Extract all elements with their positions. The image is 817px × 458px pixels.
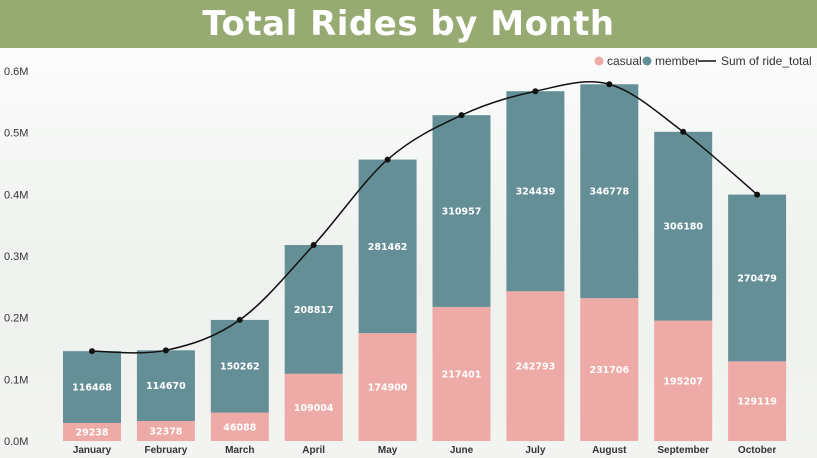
y-tick-label: 0.1M bbox=[4, 374, 28, 386]
data-label-member: 114670 bbox=[146, 381, 186, 392]
data-label-member: 150262 bbox=[220, 362, 260, 373]
y-tick-label: 0.5M bbox=[4, 128, 28, 140]
title-bar: Total Rides by Month bbox=[0, 0, 817, 48]
legend-swatch-casual bbox=[594, 56, 604, 66]
y-axis: 0.0M 0.1M 0.2M 0.3M 0.4M 0.5M 0.6M bbox=[4, 66, 28, 448]
total-line-point bbox=[606, 81, 613, 88]
bar-member bbox=[432, 115, 491, 307]
x-axis: January February March April May June July Augu… bbox=[73, 445, 777, 456]
data-label-casual: 29238 bbox=[75, 427, 108, 438]
data-label-casual: 231706 bbox=[589, 365, 629, 376]
bar-member bbox=[136, 350, 195, 422]
data-label-casual: 217401 bbox=[442, 369, 482, 380]
legend-label-line: Sum of ride_total bbox=[721, 54, 812, 68]
legend-label-casual: casual bbox=[607, 54, 642, 68]
total-line-point bbox=[458, 112, 465, 119]
data-label-member: 306180 bbox=[663, 222, 703, 233]
data-labels: 29238 116468 32378 114670 46088 150262 109004 2… bbox=[72, 187, 777, 439]
total-line-point bbox=[310, 242, 317, 249]
data-label-casual: 32378 bbox=[149, 427, 182, 438]
data-label-member: 346778 bbox=[589, 187, 629, 198]
total-line-point bbox=[162, 347, 169, 354]
legend-label-member: member bbox=[655, 54, 699, 68]
y-tick-label: 0.0M bbox=[4, 436, 28, 448]
data-label-casual: 129119 bbox=[737, 397, 777, 408]
chart-title: Total Rides by Month bbox=[202, 4, 615, 44]
data-label-casual: 109004 bbox=[294, 403, 334, 414]
data-label-casual: 242793 bbox=[516, 362, 556, 373]
x-tick-label: September bbox=[657, 445, 709, 456]
data-label-casual: 195207 bbox=[663, 376, 703, 387]
data-label-member: 310957 bbox=[442, 207, 482, 218]
x-tick-label: April bbox=[302, 445, 325, 456]
total-line-point bbox=[384, 156, 391, 163]
x-tick-label: October bbox=[738, 445, 776, 456]
bar-member bbox=[210, 319, 269, 413]
bar-casual bbox=[358, 333, 417, 441]
bar-casual bbox=[432, 306, 491, 441]
x-tick-label: June bbox=[450, 445, 474, 456]
bar-casual bbox=[506, 291, 565, 441]
data-label-casual: 46088 bbox=[223, 422, 256, 433]
y-tick-label: 0.3M bbox=[4, 251, 28, 263]
legend: casual member Sum of ride_total bbox=[594, 54, 812, 68]
x-tick-label: February bbox=[145, 445, 188, 456]
legend-swatch-member bbox=[642, 56, 652, 66]
y-tick-label: 0.2M bbox=[4, 313, 28, 325]
bar-member bbox=[358, 159, 417, 334]
total-line-path bbox=[91, 81, 758, 354]
total-line-point bbox=[236, 316, 243, 323]
data-label-member: 116468 bbox=[72, 383, 112, 394]
bar-member bbox=[506, 91, 565, 292]
x-tick-label: March bbox=[225, 445, 254, 456]
x-tick-label: May bbox=[378, 445, 398, 456]
data-label-casual: 174900 bbox=[368, 383, 408, 394]
bar-member bbox=[580, 84, 639, 299]
bar-member bbox=[654, 131, 713, 321]
x-tick-label: August bbox=[592, 445, 627, 456]
bar-member bbox=[63, 351, 121, 423]
bar-casual bbox=[63, 422, 121, 441]
bar-casual bbox=[654, 320, 713, 441]
bars bbox=[63, 84, 787, 441]
bar-casual bbox=[580, 298, 639, 441]
data-label-member: 324439 bbox=[516, 187, 556, 198]
y-tick-label: 0.4M bbox=[4, 189, 28, 201]
bar-casual bbox=[210, 412, 269, 441]
x-tick-label: July bbox=[525, 445, 545, 456]
x-tick-label: January bbox=[73, 445, 112, 456]
total-line-point bbox=[89, 348, 95, 355]
total-line-point bbox=[680, 128, 687, 135]
data-label-member: 281462 bbox=[368, 242, 408, 253]
total-line-point bbox=[754, 191, 761, 198]
bar-member bbox=[728, 194, 787, 362]
total-line bbox=[89, 81, 761, 355]
data-label-member: 208817 bbox=[294, 305, 334, 316]
y-tick-label: 0.6M bbox=[4, 66, 28, 78]
bar-casual bbox=[728, 361, 787, 441]
total-line-point bbox=[532, 88, 539, 95]
data-label-member: 270479 bbox=[737, 273, 777, 284]
bar-casual bbox=[136, 421, 195, 441]
bar-casual bbox=[284, 373, 343, 441]
stacked-bar-chart: casual member Sum of ride_total 0.0M 0.1M… bbox=[4, 54, 812, 456]
